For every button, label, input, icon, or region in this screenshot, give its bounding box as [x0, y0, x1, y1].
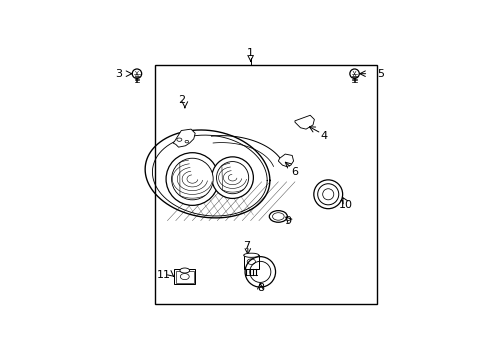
Text: 10: 10 [338, 199, 352, 210]
Text: 3: 3 [115, 69, 122, 79]
Ellipse shape [180, 268, 189, 273]
Circle shape [132, 69, 142, 78]
Ellipse shape [269, 211, 287, 222]
Ellipse shape [177, 138, 182, 141]
Ellipse shape [184, 140, 188, 143]
Circle shape [211, 157, 253, 198]
Circle shape [166, 153, 218, 205]
Bar [176, 271, 193, 283]
Text: 8: 8 [257, 283, 264, 293]
Text: 7: 7 [243, 241, 250, 251]
Polygon shape [294, 115, 314, 129]
Circle shape [216, 162, 248, 194]
Circle shape [313, 180, 342, 209]
Text: 6: 6 [290, 167, 297, 177]
Circle shape [171, 158, 213, 200]
Text: 11: 11 [157, 270, 171, 280]
Circle shape [349, 69, 359, 78]
Text: 1: 1 [246, 48, 254, 58]
Bar [174, 269, 195, 284]
Text: 2: 2 [178, 95, 185, 105]
Polygon shape [173, 129, 195, 147]
Bar [155, 66, 376, 304]
Circle shape [317, 184, 338, 205]
Text: 9: 9 [284, 216, 291, 226]
Text: 5: 5 [376, 69, 383, 79]
Ellipse shape [243, 253, 259, 257]
Polygon shape [278, 154, 293, 167]
Bar [243, 255, 259, 269]
Text: 4: 4 [320, 131, 327, 141]
